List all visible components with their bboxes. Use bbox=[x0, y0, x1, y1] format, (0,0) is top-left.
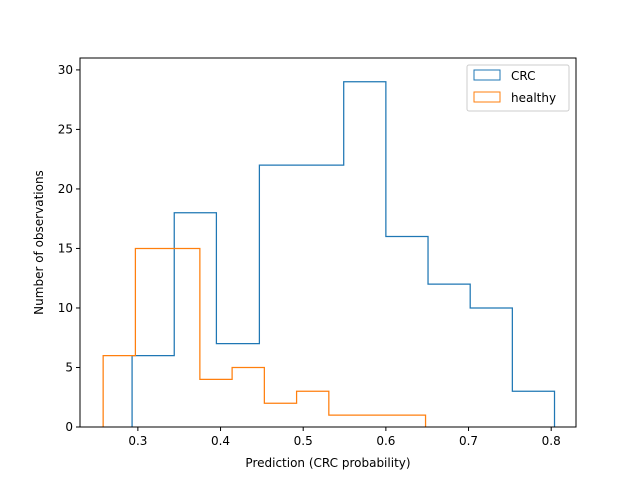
y-tick-label: 25 bbox=[58, 122, 73, 136]
y-axis-title: Number of observations bbox=[32, 170, 46, 315]
y-tick-label: 30 bbox=[58, 63, 73, 77]
legend-swatch-healthy bbox=[473, 91, 501, 103]
legend-swatch-crc bbox=[473, 69, 501, 81]
x-tick-label: 0.8 bbox=[542, 434, 561, 448]
y-tick-label: 5 bbox=[65, 360, 73, 374]
legend-box bbox=[466, 64, 570, 112]
x-tick-label: 0.3 bbox=[128, 434, 147, 448]
y-tick-label: 15 bbox=[58, 241, 73, 255]
histogram-series-crc bbox=[131, 81, 556, 427]
y-axis-ticks: 0 5 10 15 20 25 30 bbox=[58, 63, 80, 434]
x-axis-ticks: 0.3 0.4 0.5 0.6 0.7 0.8 bbox=[128, 427, 561, 448]
histogram-series-healthy bbox=[102, 247, 427, 427]
x-axis-title: Prediction (CRC probability) bbox=[245, 456, 410, 470]
y-tick-label: 20 bbox=[58, 182, 73, 196]
plot-frame bbox=[79, 57, 577, 428]
legend: CRC healthy bbox=[466, 64, 570, 112]
x-tick-label: 0.6 bbox=[376, 434, 395, 448]
x-tick-label: 0.5 bbox=[294, 434, 313, 448]
y-tick-label: 10 bbox=[58, 301, 73, 315]
x-tick-label: 0.7 bbox=[459, 434, 478, 448]
legend-label-crc: CRC bbox=[511, 69, 536, 83]
y-tick-label: 0 bbox=[65, 420, 73, 434]
x-tick-label: 0.4 bbox=[211, 434, 230, 448]
series-layer bbox=[102, 81, 556, 427]
legend-label-healthy: healthy bbox=[511, 91, 556, 105]
